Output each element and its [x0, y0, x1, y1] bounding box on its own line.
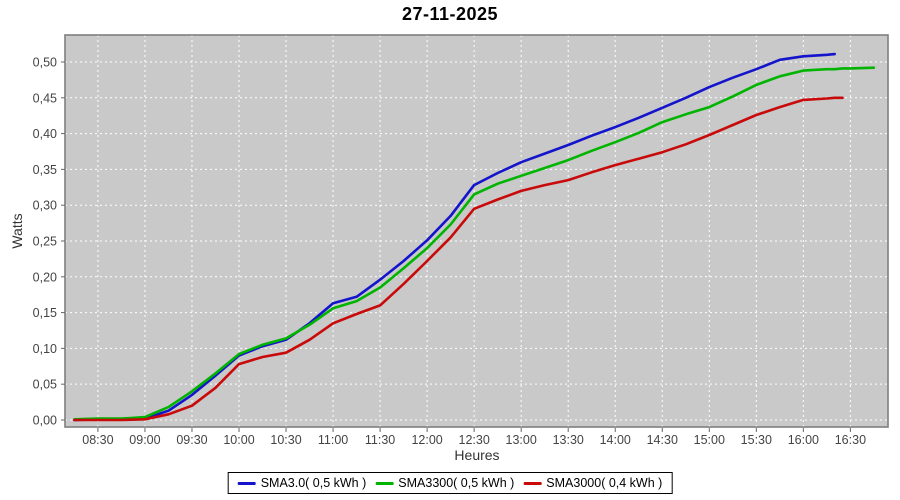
y-tick-label: 0,20	[33, 270, 57, 284]
series-line-SMA3.0	[73, 52, 836, 422]
legend-item: SMA3000( 0,4 kWh )	[523, 476, 662, 490]
x-tick-label: 15:30	[741, 433, 772, 447]
series-line-SMA3000	[73, 96, 844, 422]
legend-line-swatch	[523, 481, 542, 485]
legend-item: SMA3300( 0,5 kWh )	[375, 476, 514, 490]
x-tick-label: 13:30	[553, 433, 584, 447]
x-tick-label: 11:00	[318, 433, 348, 447]
y-tick-label: 0,25	[33, 234, 57, 248]
x-tick-label: 16:30	[835, 433, 866, 447]
y-tick-label: 0,50	[33, 55, 57, 69]
x-tick-label: 10:00	[223, 433, 254, 447]
legend-label: SMA3300( 0,5 kWh )	[398, 476, 515, 490]
y-tick-label: 0,00	[33, 413, 57, 427]
legend-item: SMA3.0( 0,5 kWh )	[237, 476, 367, 490]
plot-border	[64, 34, 889, 428]
x-tick-label: 12:00	[411, 433, 442, 447]
legend-label: SMA3000( 0,4 kWh )	[546, 476, 663, 490]
x-tick-label: 11:30	[365, 433, 395, 447]
series-line-SMA3300	[73, 66, 876, 421]
x-tick-label: 08:30	[82, 433, 113, 447]
y-tick-label: 0,05	[33, 378, 57, 392]
x-tick-label: 10:30	[270, 433, 301, 447]
plot-background	[65, 35, 888, 427]
x-tick-label: 09:30	[176, 433, 207, 447]
y-tick-label: 0,30	[33, 199, 57, 213]
x-tick-label: 16:00	[788, 433, 819, 447]
y-tick-label: 0,45	[33, 91, 57, 105]
legend-label: SMA3.0( 0,5 kWh )	[260, 476, 367, 490]
y-tick-label: 0,10	[33, 342, 57, 356]
legend-line-swatch	[375, 481, 394, 485]
x-tick-label: 09:00	[129, 433, 160, 447]
y-tick-label: 0,40	[33, 127, 57, 141]
x-tick-label: 13:00	[506, 433, 537, 447]
x-tick-label: 12:30	[459, 433, 490, 447]
legend: SMA3.0( 0,5 kWh ) SMA3300( 0,5 kWh ) SMA30…	[227, 472, 673, 494]
legend-line-swatch	[237, 481, 256, 485]
x-tick-label: 15:00	[694, 433, 725, 447]
x-axis-label: Heures	[454, 447, 500, 463]
chart-title: 27-11-2025	[401, 4, 499, 24]
y-tick-label: 0,35	[33, 163, 57, 177]
y-tick-label: 0,15	[33, 306, 57, 320]
x-tick-label: 14:00	[600, 433, 631, 447]
x-tick-label: 14:30	[647, 433, 678, 447]
